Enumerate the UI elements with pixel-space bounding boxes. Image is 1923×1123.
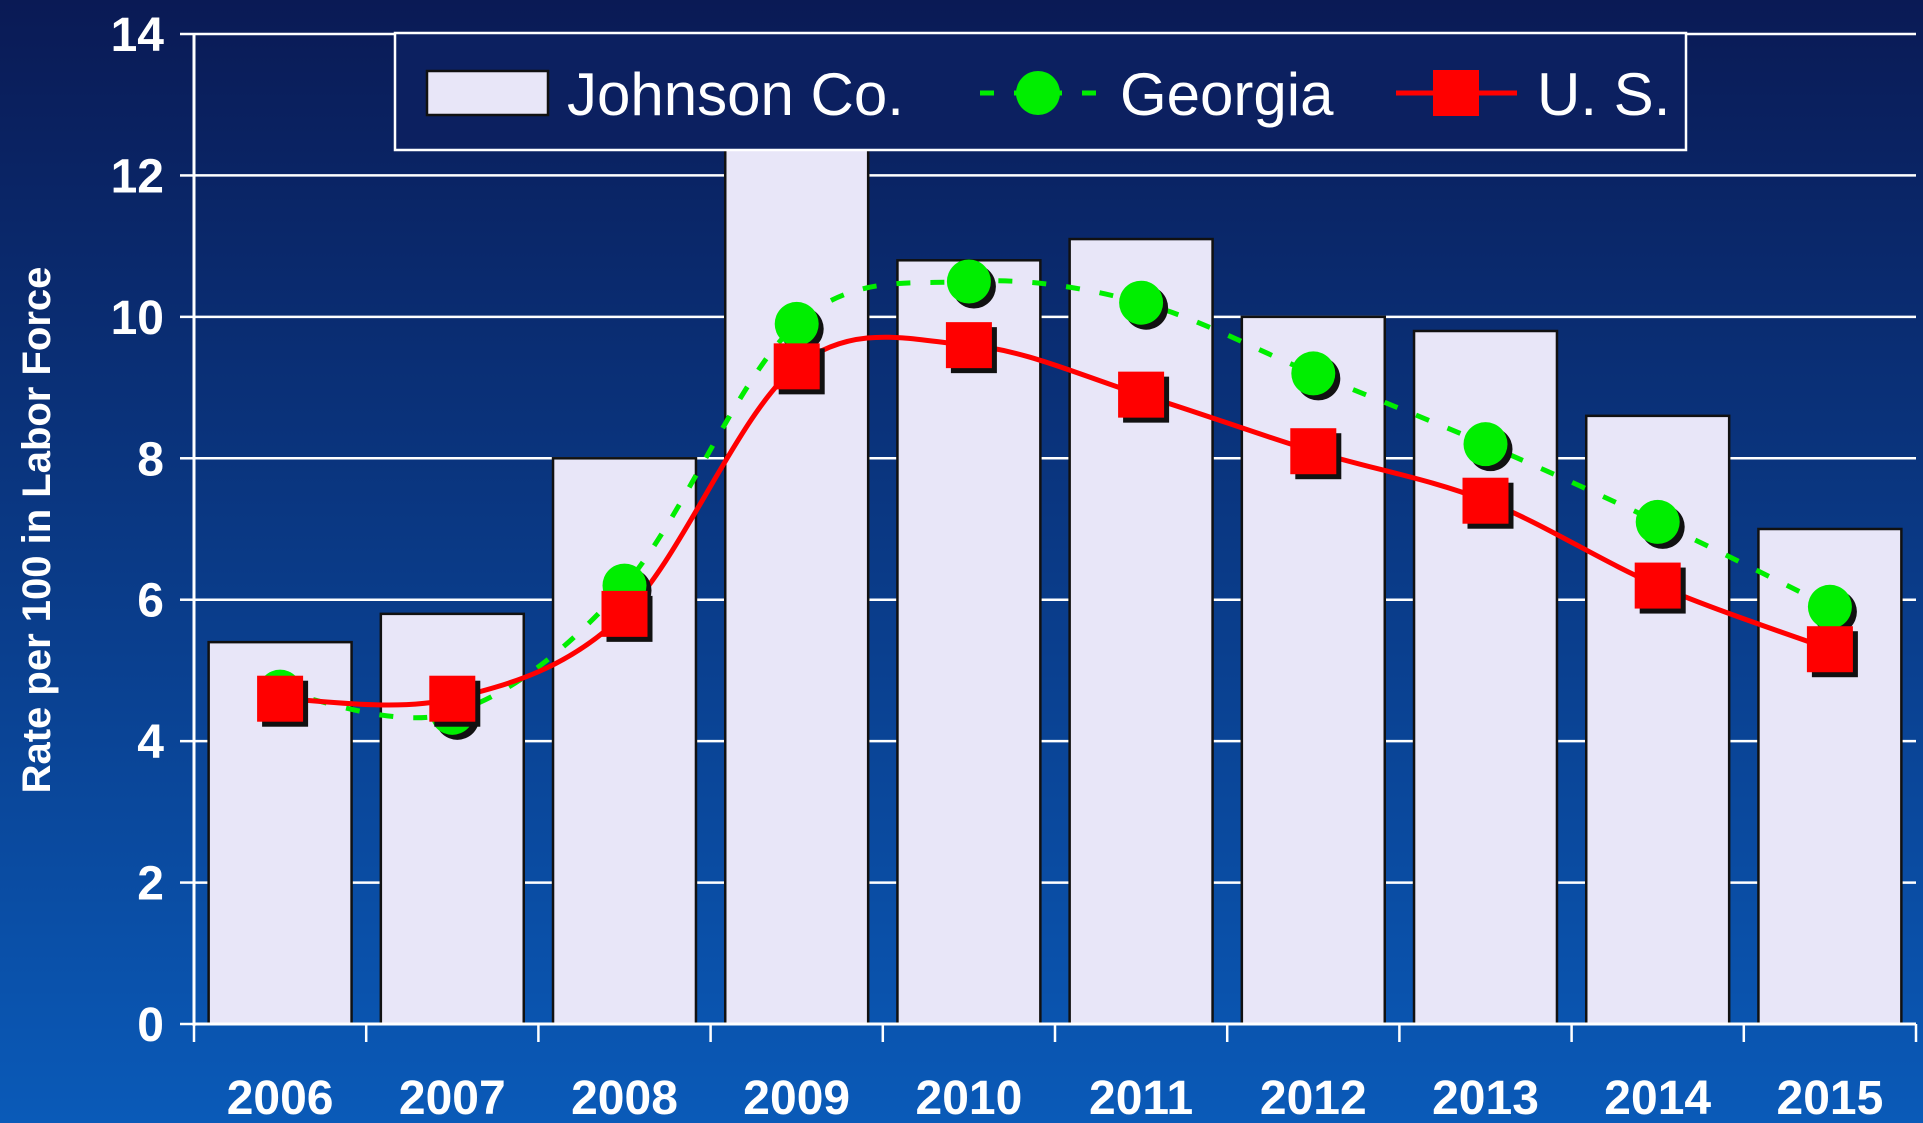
- marker: [1635, 499, 1680, 544]
- x-tick-label: 2014: [1604, 1072, 1711, 1123]
- y-tick-label: 12: [111, 150, 164, 203]
- marker: [1807, 584, 1852, 629]
- legend-label: Johnson Co.: [567, 61, 904, 128]
- legend-label: Georgia: [1120, 61, 1334, 128]
- line: [279, 278, 1832, 721]
- marker: [1119, 280, 1164, 325]
- x-tick-label: 2007: [399, 1072, 506, 1123]
- bar: [1068, 237, 1214, 1026]
- bar: [896, 259, 1042, 1026]
- y-tick-label: 14: [111, 9, 165, 62]
- bar: [723, 138, 870, 1026]
- legend-marker: [1016, 71, 1060, 115]
- marker: [946, 259, 991, 304]
- x-tick-label: 2009: [743, 1072, 850, 1123]
- marker: [601, 590, 648, 637]
- marker: [1634, 562, 1681, 609]
- marker: [945, 322, 992, 369]
- marker: [1462, 477, 1509, 524]
- marker: [773, 343, 820, 390]
- bar: [379, 612, 526, 1026]
- marker: [774, 301, 819, 346]
- marker: [429, 675, 476, 722]
- marker: [1291, 351, 1336, 396]
- legend-marker: [1433, 70, 1479, 116]
- x-tick-label: 2015: [1777, 1072, 1884, 1123]
- y-tick-label: 10: [111, 292, 164, 345]
- line: [280, 334, 1831, 708]
- marker: [1806, 626, 1853, 673]
- y-tick-label: 4: [137, 716, 164, 769]
- y-tick-label: 2: [137, 858, 164, 911]
- x-tick-label: 2011: [1089, 1072, 1193, 1123]
- x-tick-label: 2010: [916, 1072, 1023, 1123]
- bar: [1240, 315, 1387, 1026]
- legend-swatch: [425, 69, 550, 117]
- marker: [1463, 422, 1508, 467]
- marker: [257, 675, 304, 722]
- x-tick-label: 2013: [1432, 1072, 1539, 1123]
- y-tick-label: 8: [137, 433, 164, 486]
- x-tick-label: 2012: [1260, 1072, 1367, 1123]
- y-tick-label: 6: [137, 575, 164, 628]
- marker: [1118, 371, 1165, 418]
- y-axis-label: Rate per 100 in Labor Force: [15, 267, 59, 794]
- x-tick-label: 2008: [571, 1072, 678, 1123]
- y-tick-label: 0: [137, 999, 164, 1052]
- x-tick-label: 2006: [227, 1072, 334, 1123]
- marker: [1290, 428, 1337, 475]
- legend-label: U. S.: [1537, 61, 1670, 128]
